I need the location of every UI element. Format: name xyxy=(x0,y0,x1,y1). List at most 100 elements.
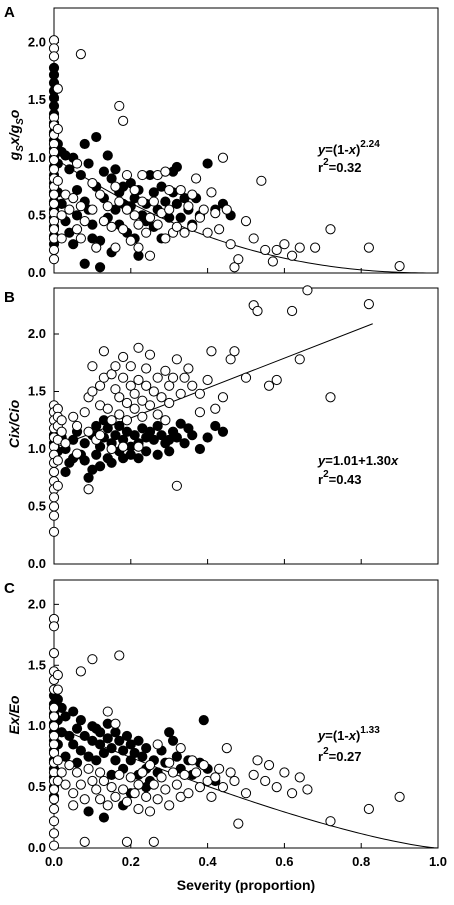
panel-b-open-point xyxy=(48,466,60,478)
panel-a-open-point xyxy=(125,235,136,246)
panel-b-open-point xyxy=(217,392,229,403)
panel-a-open-point xyxy=(187,221,198,233)
panel-a-filled-point xyxy=(148,187,159,198)
panel-c-equation: y=(1-x)1.33 xyxy=(317,725,380,743)
panel-c-letter: C xyxy=(4,580,15,597)
panel-a-open-point xyxy=(71,224,83,235)
panel-c-filled-point xyxy=(52,694,63,705)
panel-b-open-point xyxy=(60,438,71,449)
panel-b-open-point xyxy=(240,372,252,383)
panel-a-open-point xyxy=(129,184,140,196)
panel-b-open-point xyxy=(121,397,133,409)
panel-b-open-point xyxy=(68,411,79,422)
panel-c-open-point xyxy=(325,816,336,827)
panel-c-filled-point xyxy=(94,739,106,750)
panel-b-filled-point xyxy=(79,438,90,449)
panel-a-open-point xyxy=(56,233,67,244)
panel-a-open-point xyxy=(206,187,217,198)
panel-c-filled-point xyxy=(98,812,110,823)
panel-c-open-point xyxy=(52,669,63,681)
panel-b-open-point xyxy=(129,403,140,414)
panel-b-open-point xyxy=(48,526,60,537)
panel-b-open-point xyxy=(152,372,163,383)
panel-b-open-point xyxy=(144,349,156,360)
panel-a-open-point xyxy=(233,254,244,265)
panel-c-open-point xyxy=(221,743,232,754)
panel-a-filled-point xyxy=(71,210,83,221)
panel-b-letter: B xyxy=(4,289,15,306)
panel-b-filled-point xyxy=(187,430,198,441)
panel-c-open-point xyxy=(114,650,125,661)
panel-c-open-point xyxy=(248,769,259,781)
panel-c-open-point xyxy=(156,772,167,783)
panel-b-open-point xyxy=(252,305,263,317)
panel-c-open-point xyxy=(141,791,152,802)
panel-c-y-tick-label: 2.0 xyxy=(28,596,46,611)
panel-c-points xyxy=(48,613,405,851)
panel-c-x-tick-label: 0.2 xyxy=(122,854,140,869)
panel-b-filled-point xyxy=(141,446,152,457)
panel-b-filled-point xyxy=(110,430,121,441)
panel-c-open-point xyxy=(190,767,202,778)
panel-b-open-point xyxy=(118,441,129,452)
panel-a-open-point xyxy=(310,242,321,253)
panel-b-filled-point xyxy=(102,423,113,434)
panel-c-open-point xyxy=(214,763,225,774)
panel-b-open-point xyxy=(110,361,121,372)
panel-a-filled-point xyxy=(160,196,171,207)
panel-c-open-point xyxy=(94,794,106,805)
panel-b-open-point xyxy=(106,369,117,380)
panel-a-open-point xyxy=(87,204,98,215)
panel-b-filled-point xyxy=(114,420,125,432)
panel-a-filled-point xyxy=(91,131,102,143)
panel-a-open-point xyxy=(325,224,336,235)
panel-c-open-point xyxy=(48,721,60,732)
panel-a-open-point xyxy=(260,244,271,256)
panel-c-open-point xyxy=(137,767,148,778)
panel-b-filled-point xyxy=(79,455,90,466)
panel-c-filled-point xyxy=(98,747,110,759)
panel-c-filled-point xyxy=(83,806,94,817)
panel-c-open-point xyxy=(394,791,405,802)
panel-b-open-point xyxy=(225,354,236,365)
panel-b-open-point xyxy=(202,374,213,386)
panel-c-open-point xyxy=(75,666,86,677)
panel-a-open-point xyxy=(48,198,60,209)
panel-c-open-point xyxy=(48,730,60,742)
panel-b-open-point xyxy=(156,392,167,403)
panel-c-filled-point xyxy=(68,706,79,717)
panel-a-ticks: 0.0 0.5 1.0 1.5 2.0 xyxy=(28,35,439,280)
panel-c-x-tick-label: 0.4 xyxy=(199,854,218,869)
panel-b-y-tick-label: 1.0 xyxy=(28,441,46,456)
panel-b-filled-point xyxy=(148,434,159,445)
panel-b-open-point xyxy=(71,420,83,432)
panel-b-open-point xyxy=(129,388,140,399)
panel-c-open-point xyxy=(110,718,121,729)
panel-b-open-point xyxy=(56,415,67,426)
panel-a-filled-point xyxy=(102,150,113,161)
panel-c-open-point xyxy=(48,784,60,795)
panel-b-open-point xyxy=(48,492,60,503)
panel-c-filled-point xyxy=(164,727,175,738)
panel-c-open-point xyxy=(48,702,60,714)
panel-a-y-tick-label: 2.0 xyxy=(28,35,46,50)
panel-b-open-point xyxy=(194,388,206,399)
panel-c-open-point xyxy=(294,772,305,783)
panel-c-open-point xyxy=(152,794,163,805)
panel-a-open-point xyxy=(202,227,213,238)
panel-a-open-point xyxy=(79,216,90,227)
panel-a-open-point xyxy=(110,242,121,253)
panel-a-open-point xyxy=(121,169,133,181)
panel-b-open-point xyxy=(98,346,110,357)
panel-b-open-point xyxy=(167,372,179,383)
panel-a-y-tick-label: 1.0 xyxy=(28,150,46,165)
panel-b-points xyxy=(48,285,374,537)
panel-b-open-point xyxy=(148,386,159,397)
panel-b-r2: r2=0.43 xyxy=(318,469,362,487)
panel-c-open-point xyxy=(187,755,198,766)
panel-c-open-point xyxy=(125,772,136,783)
panel-c-open-point xyxy=(164,800,175,811)
panel-a-open-point xyxy=(91,242,102,253)
panel-b-open-point xyxy=(175,388,186,399)
panel-c-open-point xyxy=(252,755,263,766)
